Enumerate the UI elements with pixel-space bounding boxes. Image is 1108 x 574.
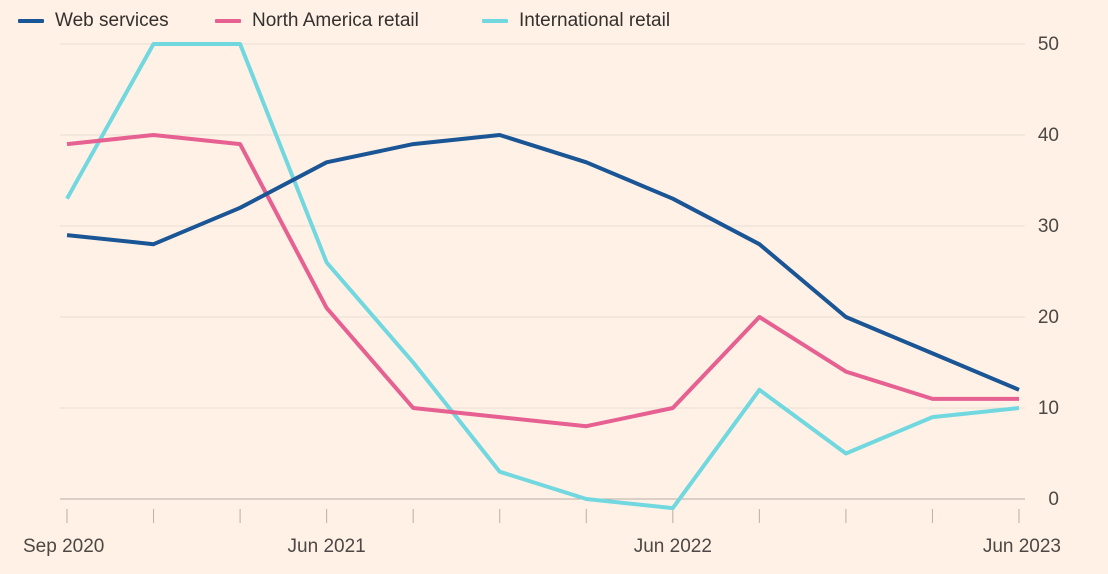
y-tick-label-0: 0 <box>1048 489 1059 510</box>
series-line-web-services <box>66 133 1020 392</box>
chart-legend: Web services North America retail Intern… <box>0 0 1108 42</box>
series-line-international-retail <box>65 42 1020 511</box>
legend-item-web-services: Web services <box>18 9 169 33</box>
y-tick-label-50: 50 <box>1038 34 1059 55</box>
legend-item-north-america-retail: North America retail <box>215 9 419 33</box>
y-tick-label-40: 40 <box>1038 125 1059 146</box>
x-axis: Sep 2020 Jun 2021 Jun 2022 Jun 2023 <box>23 509 1061 557</box>
legend-label-north-america-retail: North America retail <box>252 10 419 31</box>
legend-label-web-services: Web services <box>55 10 169 31</box>
y-axis: 0 10 20 30 40 50 <box>1038 34 1059 510</box>
y-tick-label-20: 20 <box>1038 307 1059 328</box>
legend-label-international-retail: International retail <box>519 10 671 31</box>
x-tick-label: Jun 2021 <box>288 536 366 557</box>
series-layer <box>65 42 1020 511</box>
x-tick-label: Sep 2020 <box>23 536 104 557</box>
y-tick-label-30: 30 <box>1038 216 1059 237</box>
legend-swatch-web-services <box>18 19 44 23</box>
legend-swatch-north-america-retail <box>215 19 241 23</box>
y-tick-label-10: 10 <box>1038 398 1059 419</box>
gridlines <box>60 43 1025 500</box>
x-tick-label: Jun 2022 <box>634 536 712 557</box>
x-tick-label: Jun 2023 <box>983 536 1061 557</box>
series-line-north-america-retail <box>66 133 1019 429</box>
legend-item-international-retail: International retail <box>482 9 670 33</box>
legend-swatch-international-retail <box>482 19 508 23</box>
